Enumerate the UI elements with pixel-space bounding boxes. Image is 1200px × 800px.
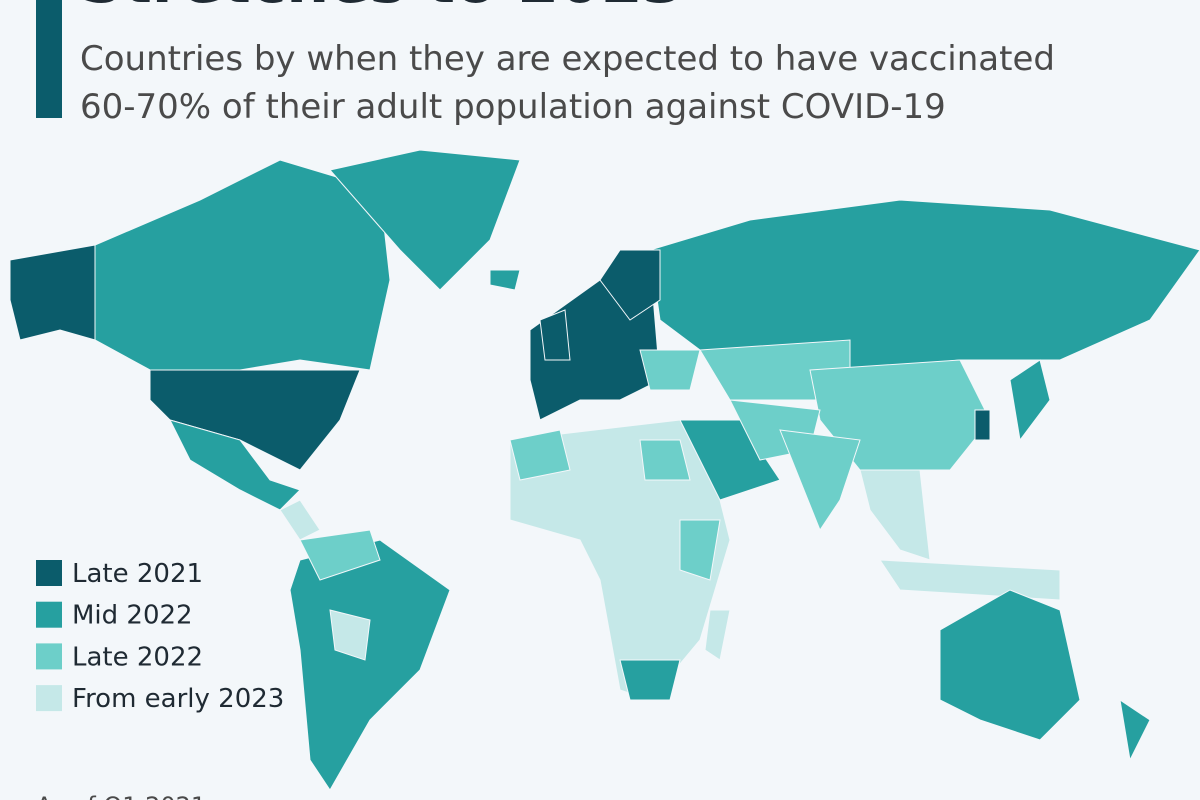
country-region bbox=[489, 269, 521, 291]
footer-note: As of Q1 2021 bbox=[36, 792, 206, 800]
country-region bbox=[94, 159, 391, 371]
subtitle: Countries by when they are expected to h… bbox=[80, 39, 1055, 79]
legend-swatch bbox=[36, 643, 62, 670]
legend-label: Late 2022 bbox=[72, 642, 203, 672]
legend: Late 2021 Mid 2022 Late 2022 From early 202… bbox=[36, 559, 284, 714]
subtitle: 60-70% of their adult population against… bbox=[80, 87, 946, 127]
country-region bbox=[939, 589, 1081, 741]
country-region bbox=[299, 529, 381, 581]
title: Stretches to 2023 bbox=[80, 0, 684, 17]
country-region bbox=[639, 439, 691, 481]
country-region bbox=[169, 419, 301, 511]
country-region bbox=[649, 199, 1200, 371]
country-region bbox=[599, 249, 661, 321]
country-region bbox=[1009, 359, 1051, 442]
country-region bbox=[704, 609, 731, 661]
legend-swatch bbox=[36, 601, 62, 628]
country-region bbox=[974, 409, 991, 441]
country-region bbox=[539, 309, 571, 361]
country-region bbox=[289, 539, 451, 791]
country-region bbox=[639, 349, 701, 391]
legend-swatch bbox=[36, 685, 62, 712]
country-region bbox=[509, 429, 571, 481]
country-region bbox=[279, 499, 321, 541]
country-region bbox=[9, 244, 96, 341]
country-region bbox=[329, 149, 521, 291]
world-map bbox=[9, 149, 1200, 791]
legend-label: Late 2021 bbox=[72, 559, 203, 589]
accent-bar bbox=[36, 0, 62, 118]
country-region bbox=[149, 369, 361, 471]
country-region bbox=[619, 659, 681, 701]
country-region bbox=[779, 429, 861, 532]
country-region bbox=[879, 559, 1061, 601]
legend-label: Mid 2022 bbox=[72, 601, 193, 631]
country-region bbox=[1119, 698, 1151, 762]
legend-swatch bbox=[36, 560, 62, 586]
country-region bbox=[329, 609, 371, 661]
country-region bbox=[859, 469, 931, 561]
country-region bbox=[679, 519, 721, 581]
legend-label: From early 2023 bbox=[72, 684, 284, 714]
